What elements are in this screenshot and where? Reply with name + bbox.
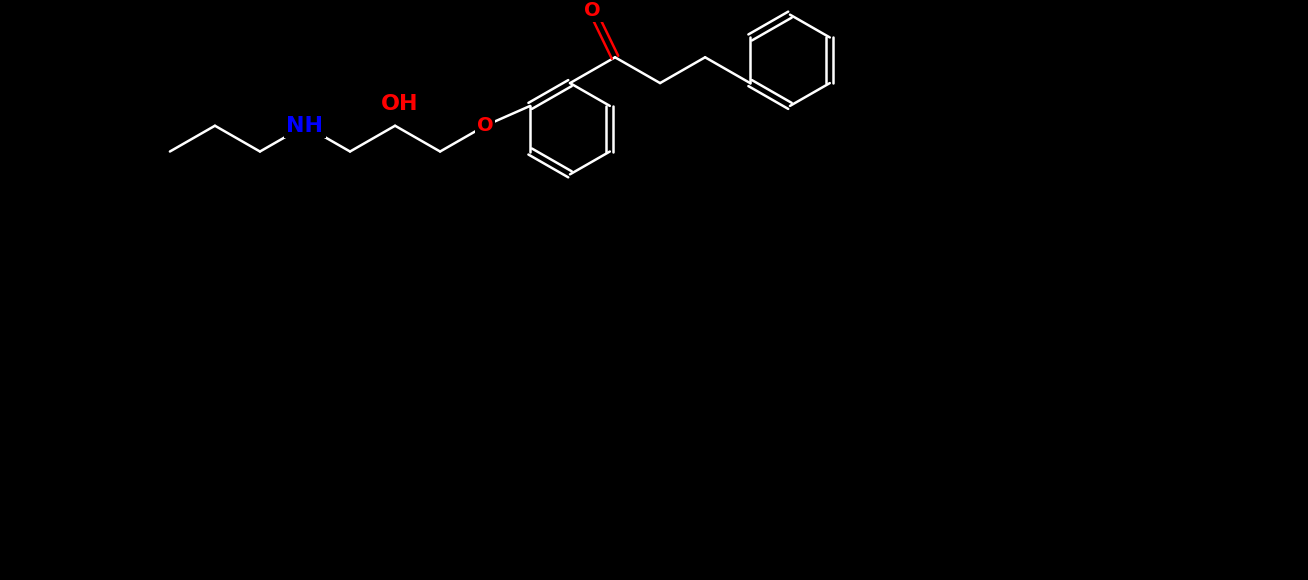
Text: NH: NH	[286, 116, 323, 136]
Text: OH: OH	[382, 94, 419, 114]
Text: O: O	[585, 1, 600, 20]
Text: O: O	[477, 116, 493, 135]
